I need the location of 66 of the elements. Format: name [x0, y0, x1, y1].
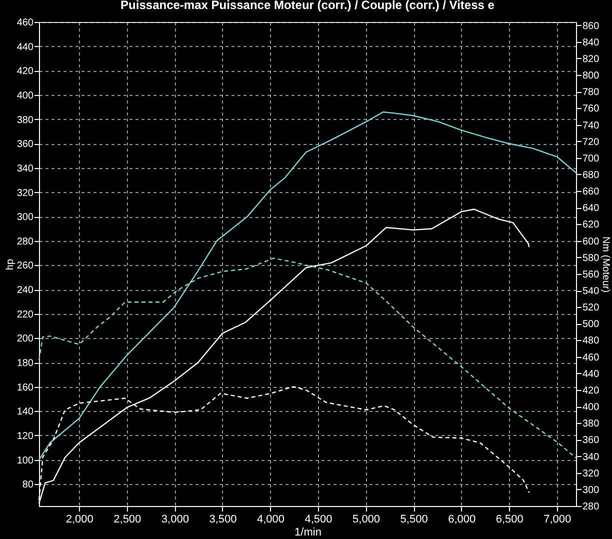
y2-tick-label: 600 — [582, 236, 600, 248]
y2-tick-label: 420 — [582, 385, 600, 396]
y-tick-label: 280 — [16, 236, 34, 248]
y2-tick-label: 320 — [582, 468, 600, 480]
y2-tick-label: 400 — [582, 402, 600, 414]
y2-tick-label: 340 — [582, 452, 600, 463]
y2-tick-label: 660 — [582, 186, 600, 198]
y2-tick-label: 620 — [582, 220, 600, 231]
x-tick-label: 3,500 — [209, 514, 237, 526]
y-axis-title: hp — [4, 258, 16, 270]
chart-title: Puissance-max Puissance Moteur (corr.) / Couple (corr.) / Vitess e — [120, 0, 495, 12]
x-tick-label: 4,000 — [256, 514, 284, 526]
y-tick-label: 340 — [16, 163, 34, 174]
line-series — [38, 111, 577, 460]
y-tick-label: 400 — [16, 90, 34, 102]
y2-tick-label: 460 — [582, 352, 600, 364]
y-tick-label: 100 — [16, 455, 34, 466]
x-tick-label: 7,000 — [544, 514, 572, 526]
y2-tick-label: 500 — [582, 319, 600, 330]
x-tick-label: 6,000 — [448, 514, 476, 526]
x-tick-label: 5,500 — [400, 514, 428, 526]
y2-tick-label: 440 — [582, 368, 600, 380]
y-tick-label: 120 — [16, 430, 34, 442]
y2-tick-label: 300 — [582, 484, 600, 496]
y-tick-label: 180 — [16, 358, 34, 370]
y2-tick-label: 700 — [582, 153, 600, 164]
y2-tick-label: 800 — [582, 70, 600, 82]
y-tick-label: 320 — [16, 188, 34, 199]
x-tick-label: 2,500 — [114, 514, 142, 526]
y2-tick-label: 840 — [582, 37, 600, 48]
y-tick-label: 220 — [16, 309, 34, 320]
y2-tick-label: 860 — [582, 20, 600, 32]
y2-tick-label: 520 — [582, 302, 600, 314]
y2-tick-label: 720 — [582, 136, 600, 148]
y2-tick-label: 560 — [582, 269, 600, 280]
y-tick-label: 460 — [16, 18, 34, 28]
x-tick-label: 2,000 — [66, 514, 94, 526]
x-tick-label: 6,500 — [496, 514, 524, 526]
x-tick-label: 5,000 — [352, 514, 380, 526]
y-tick-label: 380 — [16, 114, 34, 126]
y2-tick-label: 680 — [582, 170, 600, 181]
y-tick-label: 240 — [16, 285, 34, 296]
y2-tick-label: 480 — [582, 336, 600, 347]
x-tick-label: 3,000 — [161, 514, 189, 526]
y-tick-label: 420 — [16, 66, 34, 78]
y2-tick-label: 540 — [582, 286, 600, 298]
y-tick-label: 440 — [16, 42, 34, 53]
y-tick-label: 80 — [22, 480, 34, 491]
y2-tick-label: 820 — [582, 54, 600, 65]
y-tick-label: 140 — [16, 406, 34, 418]
y2-tick-label: 360 — [582, 435, 600, 446]
y-tick-label: 160 — [16, 382, 34, 394]
y-tick-label: 200 — [16, 334, 34, 345]
y2-tick-label: 780 — [582, 87, 600, 98]
y2-tick-label: 740 — [582, 120, 600, 132]
x-axis-title: 1/min — [294, 526, 322, 538]
y2-tick-label: 380 — [582, 418, 600, 430]
y-tick-label: 300 — [16, 212, 34, 224]
x-tick-label: 4,500 — [304, 514, 332, 526]
y2-tick-label: 580 — [582, 252, 600, 264]
y-tick-label: 360 — [16, 139, 34, 150]
y2-axis-title: Nm (Moteur) — [600, 236, 612, 293]
y2-tick-label: 640 — [582, 203, 600, 214]
y2-tick-label: 280 — [582, 502, 600, 512]
y-tick-label: 260 — [16, 260, 34, 272]
y2-tick-label: 760 — [582, 104, 600, 115]
